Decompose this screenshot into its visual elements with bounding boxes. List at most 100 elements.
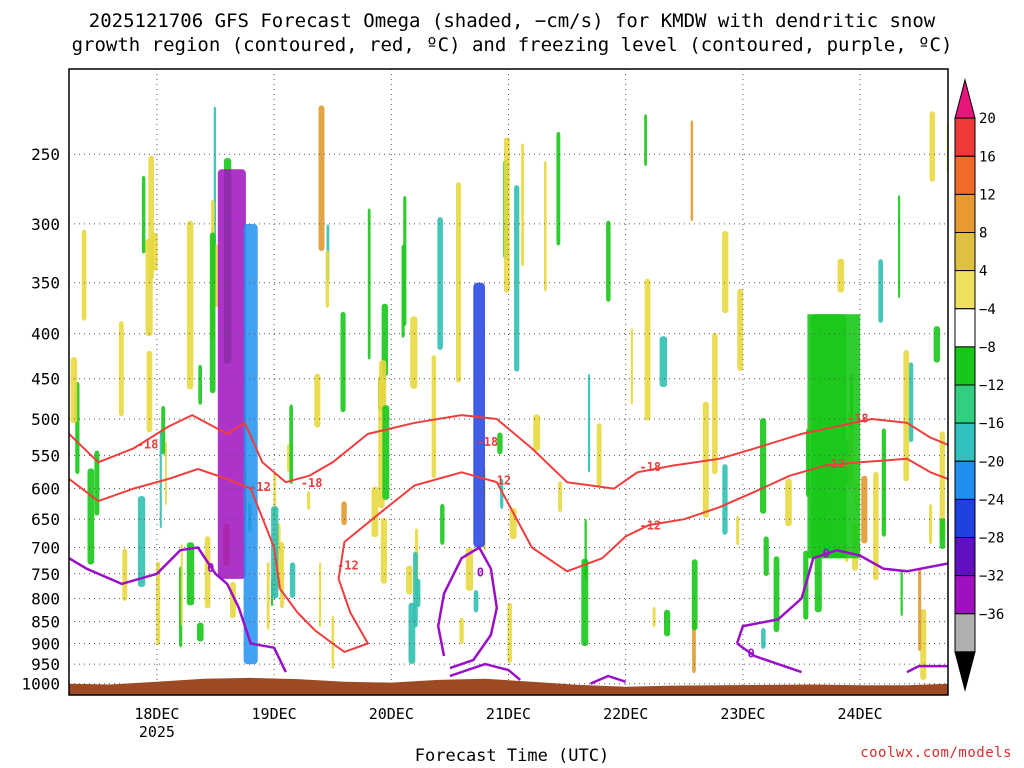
- omega-shade-cell: [736, 515, 740, 546]
- omega-shade-cell: [881, 428, 886, 537]
- dgz-contour-label: -12: [337, 559, 359, 573]
- omega-shade-cell: [514, 185, 520, 372]
- colorbar-tick-label: −32: [979, 569, 1004, 585]
- omega-shade-cell: [70, 357, 78, 424]
- omega-shade-cell: [581, 558, 589, 646]
- omega-shade-cell: [341, 501, 347, 526]
- omega-shade-cell: [644, 114, 647, 167]
- omega-shade-cell: [773, 556, 780, 633]
- omega-shade-cell: [314, 373, 321, 428]
- omega-shade-cell: [692, 619, 696, 674]
- omega-shade-cell: [659, 336, 668, 387]
- omega-shade-cell: [159, 430, 162, 529]
- omega-shade-cell: [587, 373, 591, 473]
- omega-shade-cell: [652, 606, 656, 628]
- omega-shade-cell: [861, 475, 868, 544]
- omega-shade-cell: [929, 504, 933, 545]
- omega-shade-cell: [814, 551, 822, 613]
- x-axis-label: Forecast Time (UTC): [414, 746, 610, 766]
- omega-shade-cell: [122, 548, 128, 601]
- omega-shade-cell: [908, 362, 914, 443]
- omega-shade-cell: [319, 562, 322, 628]
- colorbar-tick-label: −20: [979, 454, 1004, 470]
- colorbar-tick-label: 8: [979, 226, 987, 242]
- omega-shade-cell: [556, 131, 561, 246]
- omega-shade-cell: [401, 244, 405, 338]
- omega-shade-cell: [507, 602, 512, 664]
- omega-shade-cell: [408, 602, 416, 664]
- freezing-contour: [736, 642, 802, 674]
- omega-shade-cell: [712, 332, 718, 475]
- omega-shade-cell: [340, 311, 346, 413]
- omega-shade-cell: [198, 364, 202, 405]
- y-tick-label: 350: [31, 274, 60, 293]
- omega-shade-cell: [630, 328, 633, 405]
- freezing-contour-label: 0: [747, 646, 754, 660]
- omega-shade-cell: [933, 326, 940, 363]
- x-tick-label: 23DEC: [720, 705, 765, 723]
- colorbar-swatch: [954, 575, 976, 615]
- omega-shade-cell: [289, 562, 296, 598]
- dgz-contour-label: -12: [249, 480, 271, 494]
- omega-shade-cell: [186, 220, 194, 390]
- dgz-contour-label: -18: [847, 412, 869, 426]
- omega-shade-cell: [81, 229, 87, 321]
- x-tick-label: 18DEC: [134, 705, 179, 723]
- dgz-contour-label: -12: [489, 473, 511, 487]
- omega-shade-cell: [737, 288, 744, 371]
- omega-shade-cell: [920, 609, 927, 680]
- y-tick-label: 700: [31, 539, 60, 558]
- omega-shade-cell: [763, 536, 769, 576]
- omega-strong-core: [473, 282, 485, 548]
- omega-shade-cell: [691, 559, 698, 631]
- site-credit[interactable]: coolwx.com/models: [860, 745, 1012, 761]
- chart-title-line1: 2025121706 GFS Forecast Omega (shaded, −…: [88, 10, 936, 32]
- omega-shade-cell: [900, 569, 903, 617]
- dgz-contour-label: -18: [639, 460, 661, 474]
- x-tick-label: 21DEC: [486, 705, 531, 723]
- colorbar-swatch: [954, 232, 976, 272]
- colorbar-tick-label: −8: [979, 340, 996, 356]
- y-tick-label: 550: [31, 446, 60, 465]
- dgz-contour-label: -12: [823, 457, 845, 471]
- omega-shade-cell: [903, 349, 910, 482]
- omega-shade-cell: [497, 432, 503, 455]
- omega-shade-cell: [380, 517, 387, 584]
- x-tick-label: 24DEC: [838, 705, 883, 723]
- omega-shade-cell: [456, 182, 461, 383]
- colorbar-tick-label: −36: [979, 607, 1004, 623]
- colorbar-tick-label: −4: [979, 302, 996, 318]
- colorbar-tick-label: −24: [979, 492, 1004, 508]
- omega-shade-cell: [644, 278, 651, 421]
- y-tick-label: 600: [31, 480, 60, 499]
- omega-shade-cell: [87, 468, 95, 565]
- colorbar-swatch: [954, 613, 976, 653]
- omega-shade-cell: [503, 137, 510, 293]
- omega-shade-cell: [287, 444, 290, 472]
- omega-shade-cell: [367, 208, 371, 360]
- omega-shade-cell: [151, 232, 158, 271]
- colorbar-swatch: [954, 346, 976, 386]
- freezing-contour: [906, 664, 948, 674]
- omega-shade-cell: [406, 565, 413, 595]
- y-tick-label: 750: [31, 565, 60, 584]
- omega-shade-cell: [440, 503, 445, 545]
- colorbar-tick-label: −28: [979, 531, 1004, 547]
- omega-shade-cell: [280, 541, 285, 609]
- colorbar-tick-label: 4: [979, 264, 987, 280]
- y-tick-label: 950: [31, 655, 60, 674]
- omega-shade-cell: [266, 562, 270, 630]
- freezing-contour-label: 0: [477, 565, 484, 579]
- colorbar-swatch: [954, 460, 976, 500]
- omega-shade-cell: [722, 464, 728, 535]
- omega-shade-region: [807, 314, 861, 559]
- dgz-contour-label: -18: [477, 435, 499, 449]
- colorbar-swatch: [954, 498, 976, 538]
- omega-shade-cell: [289, 404, 293, 484]
- omega-shade-cell: [873, 471, 879, 581]
- omega-shade-cell: [381, 303, 388, 377]
- y-tick-label: 500: [31, 410, 60, 429]
- omega-shade-cell: [459, 617, 464, 645]
- plot-frame: [68, 68, 949, 696]
- omega-shade-cell: [929, 111, 936, 182]
